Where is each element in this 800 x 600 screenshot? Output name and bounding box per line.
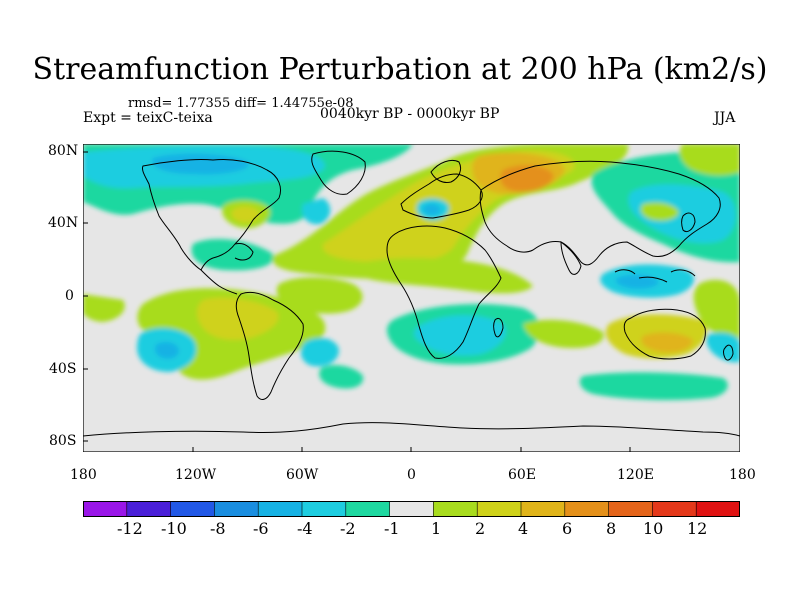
colorbar-cell bbox=[170, 500, 216, 518]
colorbar-label: 10 bbox=[643, 519, 664, 538]
lon-tick-60e: 60E bbox=[508, 467, 537, 483]
colorbar-cell bbox=[695, 500, 741, 518]
colorbar-svg bbox=[82, 500, 741, 518]
colorbar-label: 1 bbox=[431, 519, 442, 538]
lon-tick-0: 0 bbox=[407, 467, 416, 483]
colorbar-label: -12 bbox=[117, 519, 143, 538]
lon-tick-180e: 180 bbox=[729, 467, 756, 483]
colorbar-cell bbox=[433, 500, 478, 518]
colorbar-label: 4 bbox=[518, 519, 529, 538]
colorbar-label: 2 bbox=[475, 519, 486, 538]
colorbar-cell bbox=[301, 500, 347, 518]
lon-tick-180w: 180 bbox=[70, 467, 97, 483]
lon-tick-60w: 60W bbox=[286, 467, 319, 483]
streamfunction-map bbox=[82, 143, 741, 453]
period-label: 0040kyr BP - 0000kyr BP bbox=[320, 106, 500, 122]
lon-tick-120e: 120E bbox=[617, 467, 654, 483]
colorbar-label: 6 bbox=[562, 519, 573, 538]
coastlines bbox=[83, 150, 740, 437]
rmsd-stats: rmsd= 1.77355 diff= 1.44755e-08 bbox=[128, 96, 354, 111]
colorbar-cell bbox=[520, 500, 566, 518]
colorbar bbox=[82, 500, 741, 518]
colorbar-cell bbox=[257, 500, 303, 518]
lat-tick-40n: 40N bbox=[48, 215, 79, 231]
colorbar-cell bbox=[476, 500, 522, 518]
lat-tick-0: 0 bbox=[65, 288, 74, 304]
colorbar-cell bbox=[345, 500, 391, 518]
colorbar-label: -2 bbox=[340, 519, 356, 538]
lon-tick-120w: 120W bbox=[175, 467, 217, 483]
lat-tick-80s: 80S bbox=[49, 433, 77, 449]
colorbar-label: -1 bbox=[384, 519, 400, 538]
contour-fill bbox=[83, 144, 740, 401]
colorbar-label: -8 bbox=[210, 519, 226, 538]
colorbar-cell bbox=[564, 500, 610, 518]
colorbar-cell bbox=[608, 500, 654, 518]
colorbar-cell bbox=[652, 500, 698, 518]
colorbar-label: 12 bbox=[687, 519, 708, 538]
colorbar-label: -4 bbox=[297, 519, 313, 538]
season-label: JJA bbox=[714, 110, 736, 126]
map-svg bbox=[82, 143, 741, 453]
colorbar-cell bbox=[126, 500, 172, 518]
colorbar-cell bbox=[389, 500, 435, 518]
colorbar-cell bbox=[214, 500, 259, 518]
colorbar-label: -10 bbox=[161, 519, 187, 538]
colorbar-label: 8 bbox=[606, 519, 617, 538]
lat-tick-40s: 40S bbox=[49, 361, 77, 377]
axis-ticks bbox=[83, 151, 631, 452]
map-title: Streamfunction Perturbation at 200 hPa (… bbox=[32, 52, 768, 87]
experiment-label: Expt = teixC-teixa bbox=[83, 110, 213, 126]
colorbar-cell bbox=[82, 500, 128, 518]
colorbar-label: -6 bbox=[253, 519, 269, 538]
lat-tick-80n: 80N bbox=[48, 143, 79, 159]
